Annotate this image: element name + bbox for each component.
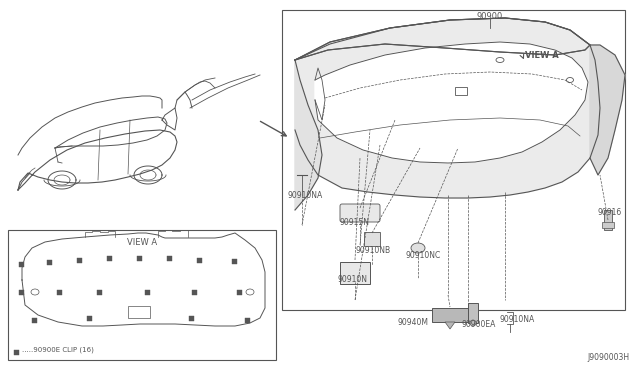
Bar — [282, 10, 625, 310]
Ellipse shape — [496, 58, 504, 62]
Bar — [97, 290, 102, 295]
Bar — [107, 256, 112, 261]
Bar — [197, 258, 202, 263]
Bar — [47, 260, 52, 265]
Circle shape — [470, 320, 476, 326]
FancyBboxPatch shape — [432, 308, 468, 322]
FancyBboxPatch shape — [340, 204, 380, 222]
Bar — [77, 258, 82, 263]
Text: 90915N: 90915N — [340, 218, 370, 227]
Bar — [19, 262, 24, 267]
Bar — [19, 290, 24, 295]
Bar — [145, 290, 150, 295]
Text: 90910NC: 90910NC — [405, 251, 440, 260]
Bar — [137, 256, 142, 261]
Bar — [87, 316, 92, 321]
Polygon shape — [590, 45, 625, 175]
Bar — [32, 318, 37, 323]
Polygon shape — [295, 60, 322, 210]
Bar — [232, 259, 237, 264]
Bar — [245, 318, 250, 323]
Bar — [128, 306, 150, 318]
Text: .....90900E CLIP (16): .....90900E CLIP (16) — [22, 347, 94, 353]
Bar — [167, 256, 172, 261]
Bar — [455, 87, 467, 95]
Ellipse shape — [411, 243, 425, 253]
Bar — [237, 290, 242, 295]
Polygon shape — [315, 42, 588, 163]
Bar — [192, 290, 197, 295]
Bar — [602, 222, 614, 228]
Bar — [468, 303, 478, 323]
Polygon shape — [295, 18, 600, 198]
Bar — [604, 210, 612, 230]
Text: 90910NB: 90910NB — [355, 246, 390, 255]
Polygon shape — [445, 322, 455, 329]
Text: 90940M: 90940M — [397, 318, 428, 327]
Ellipse shape — [246, 289, 254, 295]
Polygon shape — [295, 18, 590, 60]
Text: 90910N: 90910N — [338, 275, 368, 284]
Text: J9090003H: J9090003H — [588, 353, 630, 362]
Text: 90900EA: 90900EA — [462, 320, 497, 329]
Text: 90910NA: 90910NA — [500, 315, 535, 324]
Text: 90910NA: 90910NA — [288, 191, 323, 200]
Text: VIEW A: VIEW A — [525, 51, 559, 60]
Bar — [8, 230, 276, 360]
Bar — [57, 290, 62, 295]
Text: VIEW A: VIEW A — [127, 238, 157, 247]
Ellipse shape — [566, 77, 573, 83]
Bar — [364, 232, 380, 246]
Ellipse shape — [31, 289, 39, 295]
Bar — [14, 350, 19, 355]
Text: 90916: 90916 — [597, 208, 621, 217]
Bar — [340, 262, 370, 284]
Bar — [189, 316, 194, 321]
Text: 90900: 90900 — [477, 12, 503, 21]
